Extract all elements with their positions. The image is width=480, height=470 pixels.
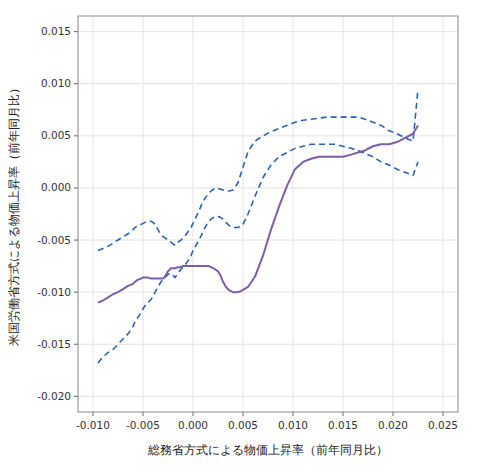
y-tick (74, 83, 78, 84)
grid (78, 16, 458, 412)
lines (98, 89, 418, 363)
y-tick (74, 31, 78, 32)
x-grid-line (143, 16, 144, 412)
plot-frame (78, 16, 458, 412)
dashed-line (98, 89, 418, 251)
y-tick (74, 240, 78, 241)
y-tick-label: 0.005 (41, 129, 71, 141)
x-tick (193, 412, 194, 416)
y-grid-line (78, 396, 458, 397)
x-grid-line (343, 16, 344, 412)
x-grid-line (93, 16, 94, 412)
x-tick-label: 0.025 (428, 419, 458, 431)
x-tick (443, 412, 444, 416)
y-tick-label: 0.000 (41, 181, 71, 193)
x-grid-line (393, 16, 394, 412)
axes: -0.010 -0.005 0.000 0.005 0.010 0.015 0.020 0.0… (37, 25, 458, 431)
y-tick-label: -0.015 (37, 338, 71, 350)
x-tick-label: 0.010 (278, 419, 308, 431)
x-grid-line (443, 16, 444, 412)
x-tick (143, 412, 144, 416)
x-tick-label: -0.010 (76, 419, 110, 431)
x-tick (393, 412, 394, 416)
x-grid-line (193, 16, 194, 412)
x-tick (343, 412, 344, 416)
x-tick-label: 0.020 (378, 419, 408, 431)
y-axis-label: 米国労働省方式による物価上昇率（前年同月比） (7, 82, 21, 346)
y-tick (74, 344, 78, 345)
plot-background (78, 16, 458, 412)
x-tick-label: 0.005 (228, 419, 258, 431)
x-tick-label: 0.015 (328, 419, 358, 431)
y-tick-label: 0.010 (41, 77, 71, 89)
y-tick (74, 135, 78, 136)
x-axis-label: 総務省方式による物価上昇率（前年同月比） (147, 443, 388, 457)
chart-container: -0.010 -0.005 0.000 0.005 0.010 0.015 0.020 0.0… (0, 0, 480, 470)
y-grid-line (78, 83, 458, 84)
dashed-line (98, 144, 418, 363)
y-grid-line (78, 292, 458, 293)
y-tick-label: 0.015 (41, 25, 71, 37)
x-grid-line (243, 16, 244, 412)
x-tick (93, 412, 94, 416)
y-grid-line (78, 187, 458, 188)
x-tick (243, 412, 244, 416)
y-tick-label: -0.010 (37, 286, 71, 298)
x-tick-label: -0.005 (126, 419, 160, 431)
x-tick (293, 412, 294, 416)
x-tick-label: 0.000 (178, 419, 208, 431)
x-grid-line (293, 16, 294, 412)
solid-line (98, 125, 418, 302)
y-tick (74, 187, 78, 188)
y-tick (74, 396, 78, 397)
y-grid-line (78, 344, 458, 345)
chart: -0.010 -0.005 0.000 0.005 0.010 0.015 0.020 0.0… (0, 0, 480, 470)
y-tick-label: -0.005 (37, 234, 71, 246)
y-grid-line (78, 31, 458, 32)
y-tick (74, 292, 78, 293)
y-tick-label: -0.020 (37, 390, 71, 402)
